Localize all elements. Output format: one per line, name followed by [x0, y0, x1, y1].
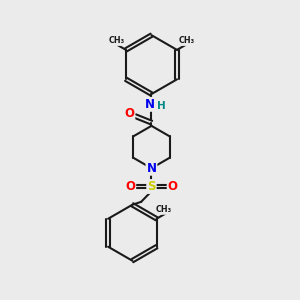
Text: O: O [125, 180, 135, 193]
Text: H: H [157, 101, 165, 111]
Text: N: N [146, 162, 157, 175]
Text: CH₃: CH₃ [108, 36, 124, 45]
Text: CH₃: CH₃ [156, 205, 172, 214]
Text: N: N [145, 98, 155, 111]
Text: S: S [147, 180, 156, 193]
Text: CH₃: CH₃ [178, 36, 195, 45]
Text: O: O [168, 180, 178, 193]
Text: O: O [124, 107, 134, 120]
